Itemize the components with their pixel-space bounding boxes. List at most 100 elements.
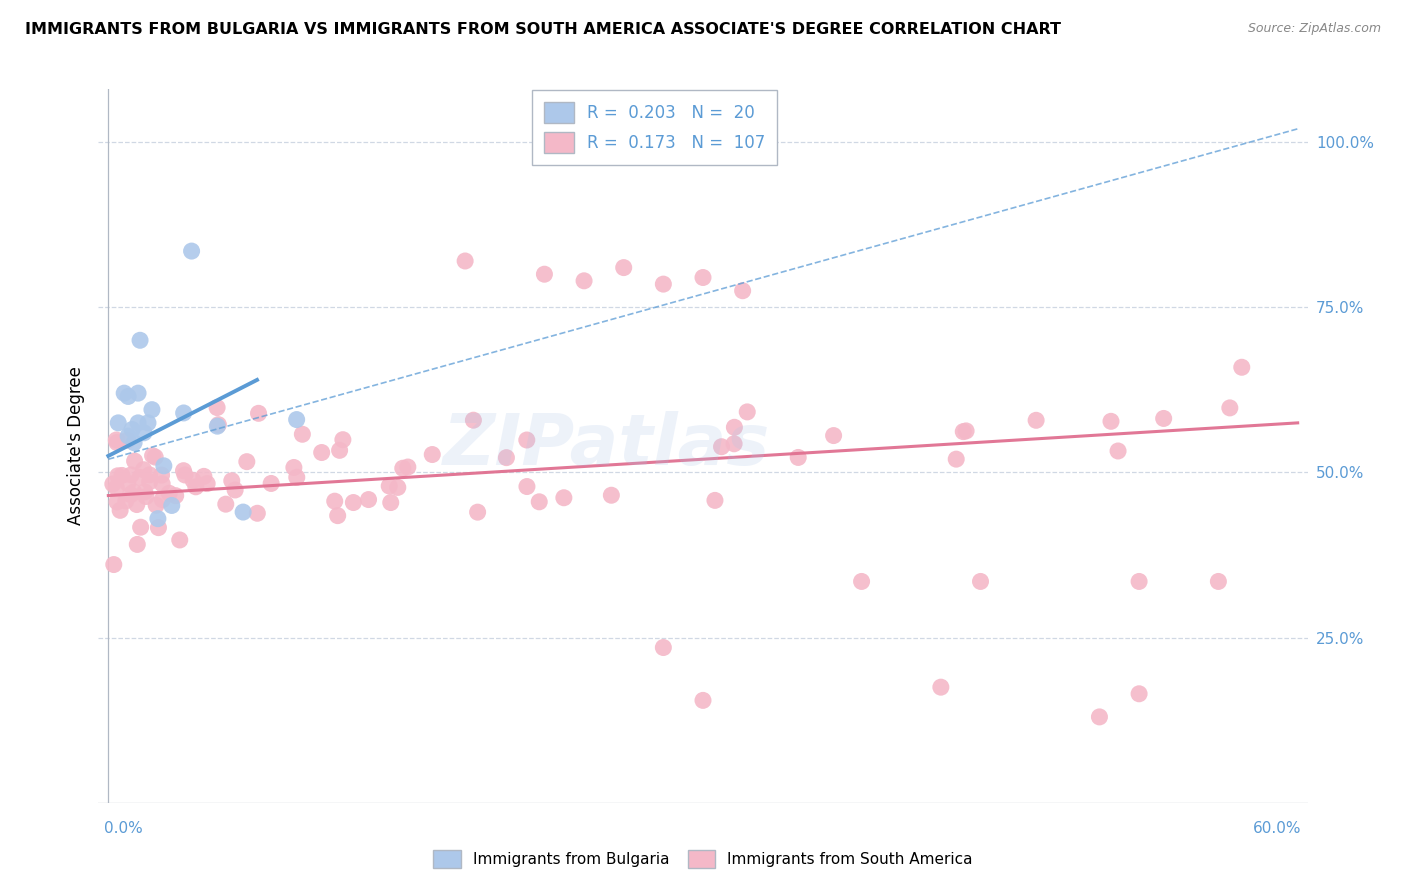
Y-axis label: Associate's Degree: Associate's Degree <box>66 367 84 525</box>
Point <box>132 463 155 477</box>
Point <box>105 433 128 447</box>
Point <box>1107 444 1129 458</box>
Point <box>232 505 254 519</box>
Point <box>221 474 243 488</box>
Point <box>929 680 952 694</box>
Point <box>165 489 187 503</box>
Point <box>329 443 352 458</box>
Point <box>132 425 155 440</box>
Point <box>105 495 128 509</box>
Point <box>180 244 202 258</box>
Point <box>380 495 402 509</box>
Point <box>205 401 228 415</box>
Point <box>117 433 139 447</box>
Point <box>114 494 136 508</box>
Point <box>396 460 419 475</box>
Point <box>120 467 142 482</box>
Point <box>1219 401 1241 415</box>
Point <box>135 490 157 504</box>
Point <box>153 458 176 473</box>
Point <box>224 483 246 497</box>
Point <box>467 505 489 519</box>
Point <box>311 445 333 459</box>
Point <box>111 468 134 483</box>
Point <box>145 498 167 512</box>
Point <box>193 469 215 483</box>
Point <box>127 537 149 551</box>
Point <box>157 486 180 500</box>
Point <box>787 450 810 465</box>
Point <box>516 433 538 447</box>
Text: Source: ZipAtlas.com: Source: ZipAtlas.com <box>1247 22 1381 36</box>
Point <box>107 468 129 483</box>
Point <box>851 574 873 589</box>
Point <box>945 452 967 467</box>
Point <box>127 386 149 401</box>
Point <box>236 455 259 469</box>
Point <box>723 437 745 451</box>
Point <box>127 416 149 430</box>
Point <box>516 479 538 493</box>
Point <box>326 508 349 523</box>
Point <box>735 405 758 419</box>
Point <box>103 558 125 572</box>
Point <box>141 402 163 417</box>
Point <box>1128 687 1150 701</box>
Point <box>173 406 195 420</box>
Point <box>129 470 152 484</box>
Point <box>1208 574 1230 589</box>
Point <box>283 460 305 475</box>
Point <box>173 464 195 478</box>
Point <box>124 454 146 468</box>
Point <box>136 416 159 430</box>
Point <box>723 420 745 434</box>
Point <box>125 498 148 512</box>
Point <box>101 477 124 491</box>
Text: 0.0%: 0.0% <box>104 821 143 836</box>
Point <box>105 481 128 495</box>
Text: IMMIGRANTS FROM BULGARIA VS IMMIGRANTS FROM SOUTH AMERICA ASSOCIATE'S DEGREE COR: IMMIGRANTS FROM BULGARIA VS IMMIGRANTS F… <box>25 22 1062 37</box>
Point <box>117 476 139 491</box>
Point <box>952 425 974 439</box>
Point <box>142 449 165 463</box>
Point <box>1230 360 1253 375</box>
Point <box>553 491 575 505</box>
Point <box>117 389 139 403</box>
Point <box>291 427 314 442</box>
Point <box>342 495 364 509</box>
Point <box>420 448 443 462</box>
Point <box>148 521 170 535</box>
Point <box>1099 414 1122 428</box>
Point <box>731 284 754 298</box>
Point <box>572 274 595 288</box>
Point <box>391 461 413 475</box>
Point <box>117 429 139 443</box>
Point <box>323 494 346 508</box>
Point <box>169 533 191 547</box>
Point <box>129 333 152 347</box>
Point <box>285 470 308 484</box>
Point <box>143 450 166 464</box>
Point <box>823 428 845 442</box>
Point <box>285 412 308 426</box>
Point <box>207 417 229 432</box>
Point <box>108 503 131 517</box>
Point <box>129 520 152 534</box>
Point <box>692 693 714 707</box>
Point <box>122 485 145 500</box>
Point <box>247 406 270 420</box>
Point <box>246 506 269 520</box>
Point <box>332 433 354 447</box>
Point <box>215 497 238 511</box>
Point <box>181 474 204 488</box>
Point <box>652 640 675 655</box>
Point <box>138 475 160 489</box>
Point <box>1153 411 1175 425</box>
Point <box>120 487 142 501</box>
Point <box>121 422 143 436</box>
Point <box>652 277 675 292</box>
Point <box>184 480 207 494</box>
Point <box>613 260 636 275</box>
Point <box>495 450 517 465</box>
Point <box>160 499 183 513</box>
